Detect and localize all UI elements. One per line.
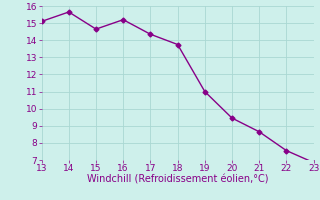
- X-axis label: Windchill (Refroidissement éolien,°C): Windchill (Refroidissement éolien,°C): [87, 175, 268, 185]
